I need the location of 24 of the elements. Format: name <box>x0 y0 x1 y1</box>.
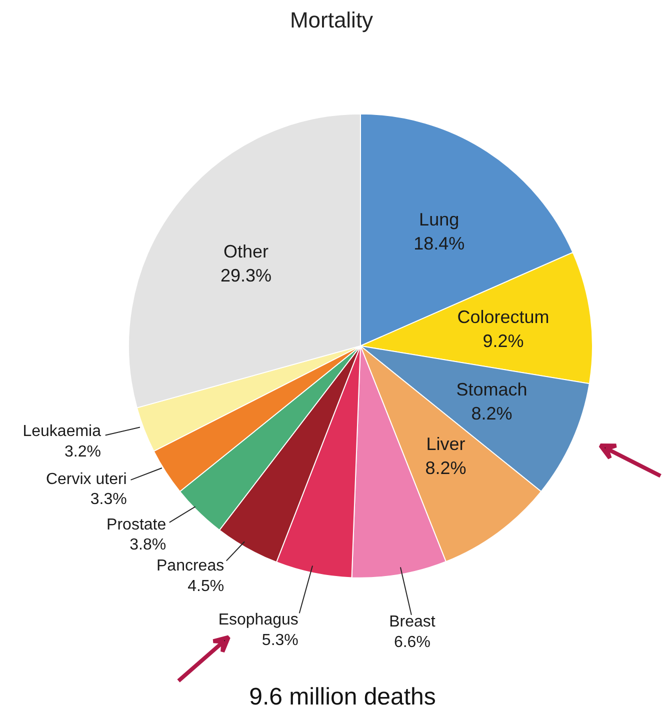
slice-label: Lung <box>419 210 460 230</box>
slice-label: Esophagus <box>218 612 298 629</box>
slice-label: Other <box>224 241 269 262</box>
data-label: 8.2% <box>471 404 512 424</box>
data-label: 18.4% <box>414 234 465 254</box>
data-label: 9.2% <box>482 330 524 351</box>
data-label: 3.8% <box>130 536 166 554</box>
slice-label: Leukaemia <box>22 422 102 440</box>
slice-label: Breast <box>389 614 436 631</box>
data-label: 5.3% <box>262 632 298 650</box>
data-label: 6.6% <box>394 634 430 652</box>
data-label: 29.3% <box>220 265 272 286</box>
slice-label: Colorectum <box>457 306 550 327</box>
data-label: 3.3% <box>90 491 127 508</box>
text: 9.6 million deaths <box>249 683 436 710</box>
slice-label: Prostate <box>106 516 166 534</box>
slice-label: Stomach <box>456 380 528 400</box>
chart-title: Mortality <box>290 8 374 32</box>
data-label: 3.2% <box>64 443 102 460</box>
slice-label: Liver <box>426 434 466 454</box>
data-label: 4.5% <box>188 578 224 595</box>
slice-label: Cervix uteri <box>46 470 127 488</box>
slice-label: Pancreas <box>156 557 224 574</box>
data-label: 8.2% <box>425 458 466 478</box>
